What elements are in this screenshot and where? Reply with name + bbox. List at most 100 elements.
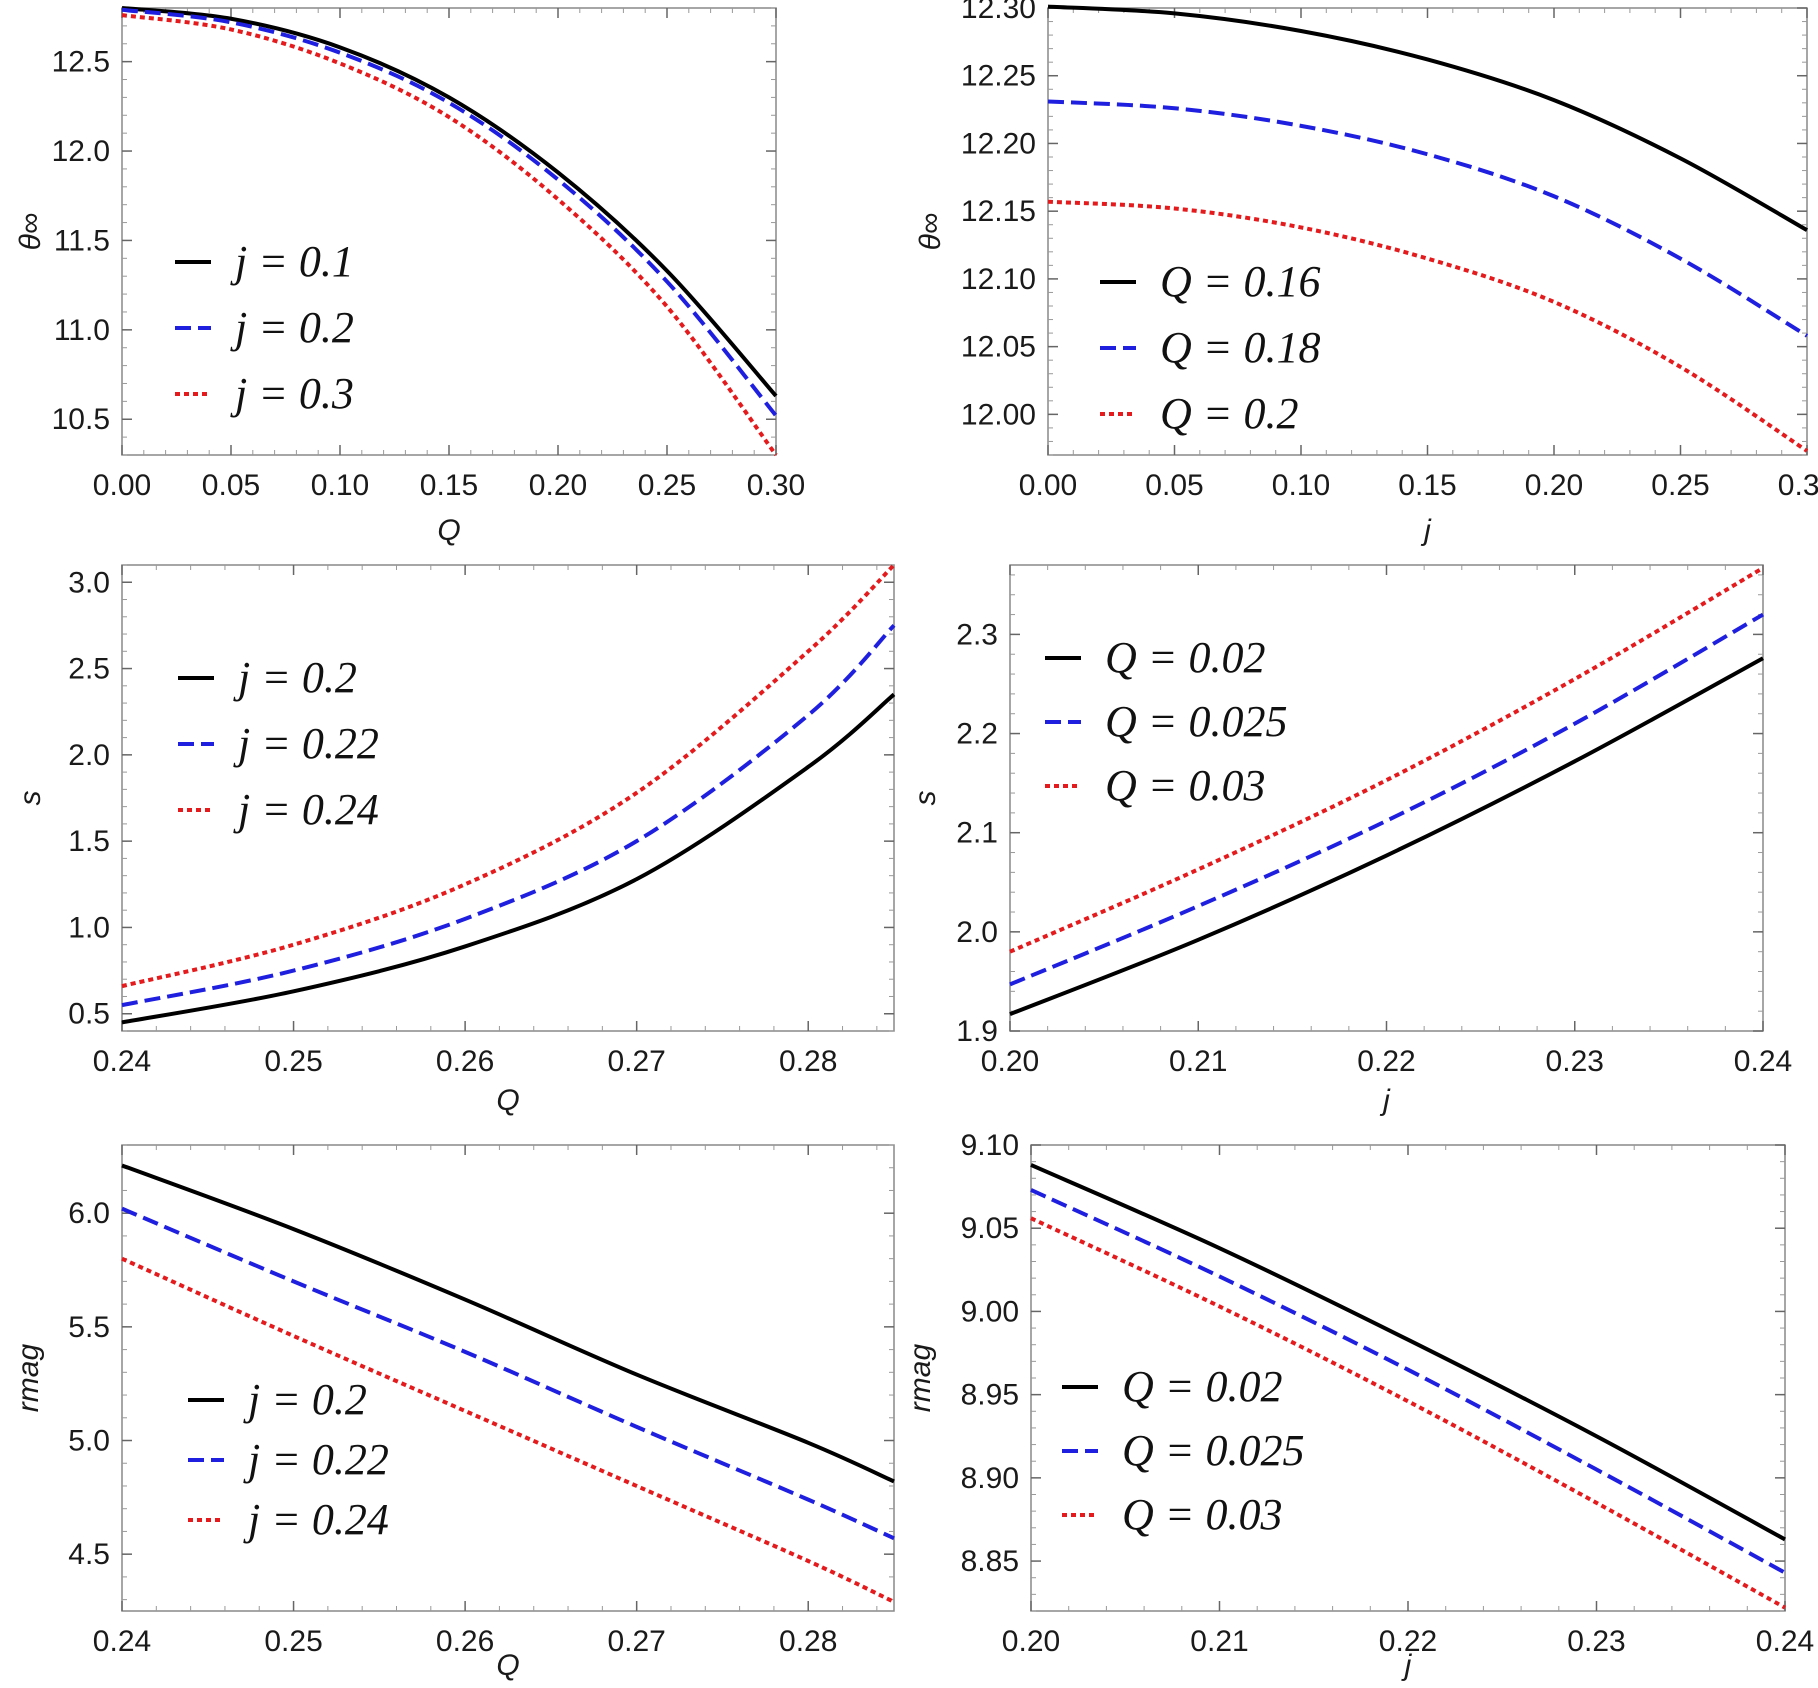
series-line-2 <box>121 1206 895 1541</box>
series-line-2 <box>1047 99 1809 338</box>
x-tick-label: 0.30 <box>747 469 805 502</box>
y-tick-label: 0.5 <box>68 998 110 1031</box>
x-tick-label: 0.15 <box>420 469 478 502</box>
x-tick-label: 0.15 <box>1398 469 1456 502</box>
legend-label: j = 0.24 <box>243 1495 389 1544</box>
x-tick-label: 0.22 <box>1357 1045 1415 1078</box>
x-axis-label: Q <box>496 1649 519 1682</box>
x-tick-label: 0.25 <box>264 1625 322 1658</box>
x-axis-label: j <box>1420 514 1432 547</box>
series-line-2 <box>121 624 896 1008</box>
legend: j = 0.2 j = 0.22 j = 0.24 <box>178 653 379 834</box>
legend: Q = 0.02 Q = 0.025 Q = 0.03 <box>1045 633 1287 810</box>
series-line-3 <box>121 563 896 989</box>
series-line-3 <box>121 13 778 457</box>
plot-frame <box>121 1144 895 1612</box>
x-tick-label: 0.21 <box>1190 1625 1248 1658</box>
y-axis-label: rmag <box>904 1344 937 1413</box>
x-tick-label: 0.26 <box>436 1625 494 1658</box>
legend-label: Q = 0.03 <box>1105 761 1265 810</box>
x-tick-label: 0.24 <box>1756 1625 1814 1658</box>
y-tick-label: 12.20 <box>961 127 1036 160</box>
series-line-3 <box>1009 566 1765 954</box>
x-tick-label: 0.10 <box>1272 469 1330 502</box>
legend-label: j = 0.2 <box>230 303 354 352</box>
x-axis-label: Q <box>496 1084 519 1117</box>
x-tick-label: 0.28 <box>779 1625 837 1658</box>
y-tick-label: 12.15 <box>961 195 1036 228</box>
x-tick-label: 0.27 <box>607 1625 665 1658</box>
y-tick-label: 11.0 <box>54 314 110 347</box>
y-tick-label: 4.5 <box>68 1538 110 1571</box>
y-tick-label: 3.0 <box>68 566 110 599</box>
y-tick-label: 1.9 <box>956 1015 998 1048</box>
legend-label: j = 0.22 <box>243 1435 389 1484</box>
series-line-2 <box>1030 1188 1786 1575</box>
y-axis-label: θ∞ <box>14 213 47 251</box>
legend: j = 0.2 j = 0.22 j = 0.24 <box>188 1375 389 1544</box>
y-tick-label: 9.00 <box>961 1295 1019 1328</box>
chart-panel-6: 0.20 0.21 0.22 0.23 0.24 8.85 8.90 8.95 9.00 9.05… <box>904 1129 1814 1682</box>
y-tick-label: 9.10 <box>961 1129 1019 1162</box>
legend-label: Q = 0.2 <box>1160 389 1298 438</box>
y-tick-label: 11.5 <box>54 224 110 257</box>
y-tick-label: 12.0 <box>52 135 110 168</box>
legend-label: Q = 0.18 <box>1160 323 1320 372</box>
y-tick-label: 2.5 <box>68 653 110 686</box>
legend-label: Q = 0.03 <box>1122 1490 1282 1539</box>
y-tick-label: 12.5 <box>52 46 110 79</box>
y-axis-label: s <box>909 791 942 806</box>
x-tick-label: 0.10 <box>311 469 369 502</box>
x-tick-label: 0.00 <box>1019 469 1077 502</box>
y-tick-label: 2.1 <box>956 817 998 850</box>
series-line-3 <box>1047 199 1809 453</box>
legend: j = 0.1 j = 0.2 j = 0.3 <box>175 237 354 418</box>
x-tick-label: 0.28 <box>779 1045 837 1078</box>
x-tick-label: 0.25 <box>638 469 696 502</box>
series-line-1 <box>121 692 896 1025</box>
x-tick-label: 0.30 <box>1778 469 1818 502</box>
y-axis-label: s <box>14 791 47 806</box>
series-line-1 <box>121 6 778 398</box>
y-tick-label: 12.00 <box>961 398 1036 431</box>
y-tick-label: 1.5 <box>68 825 110 858</box>
x-tick-label: 0.26 <box>436 1045 494 1078</box>
y-tick-label: 12.05 <box>961 331 1036 364</box>
x-tick-label: 0.24 <box>93 1045 151 1078</box>
x-tick-label: 0.00 <box>93 469 151 502</box>
legend-label: Q = 0.02 <box>1122 1362 1282 1411</box>
x-tick-label: 0.25 <box>1651 469 1709 502</box>
legend-label: j = 0.24 <box>233 785 379 834</box>
series-line-3 <box>121 1256 895 1604</box>
x-tick-label: 0.24 <box>1734 1045 1792 1078</box>
x-tick-label: 0.05 <box>1145 469 1203 502</box>
x-tick-label: 0.20 <box>529 469 587 502</box>
x-tick-label: 0.23 <box>1546 1045 1604 1078</box>
y-axis-label: θ∞ <box>914 213 947 251</box>
x-axis-label: Q <box>437 514 460 547</box>
y-tick-label: 2.0 <box>68 739 110 772</box>
y-tick-label: 12.10 <box>961 263 1036 296</box>
legend-label: Q = 0.025 <box>1105 697 1287 746</box>
y-tick-label: 1.0 <box>68 911 110 944</box>
series-line-3 <box>1030 1216 1786 1610</box>
x-tick-label: 0.27 <box>607 1045 665 1078</box>
x-tick-label: 0.05 <box>202 469 260 502</box>
legend-label: j = 0.2 <box>243 1375 367 1424</box>
chart-panel-1: 0.00 0.05 0.10 0.15 0.20 0.25 0.30 10.5 11.0 11.5… <box>14 6 805 547</box>
minor-ticks <box>121 7 777 456</box>
x-tick-label: 0.23 <box>1567 1625 1625 1658</box>
y-tick-label: 2.3 <box>956 618 998 651</box>
legend-label: j = 0.3 <box>230 369 354 418</box>
y-tick-label: 5.5 <box>68 1311 110 1344</box>
legend-label: Q = 0.16 <box>1160 257 1320 306</box>
legend-label: j = 0.22 <box>233 719 379 768</box>
series-line-1 <box>121 1163 895 1484</box>
chart-panel-4: 0.20 0.21 0.22 0.23 0.24 1.9 2.0 2.1 2.2 2.3 j s Q =… <box>909 564 1792 1117</box>
series-line-2 <box>1009 612 1765 987</box>
y-tick-label: 12.25 <box>961 60 1036 93</box>
x-tick-label: 0.24 <box>93 1625 151 1658</box>
y-tick-label: 8.90 <box>961 1462 1019 1495</box>
